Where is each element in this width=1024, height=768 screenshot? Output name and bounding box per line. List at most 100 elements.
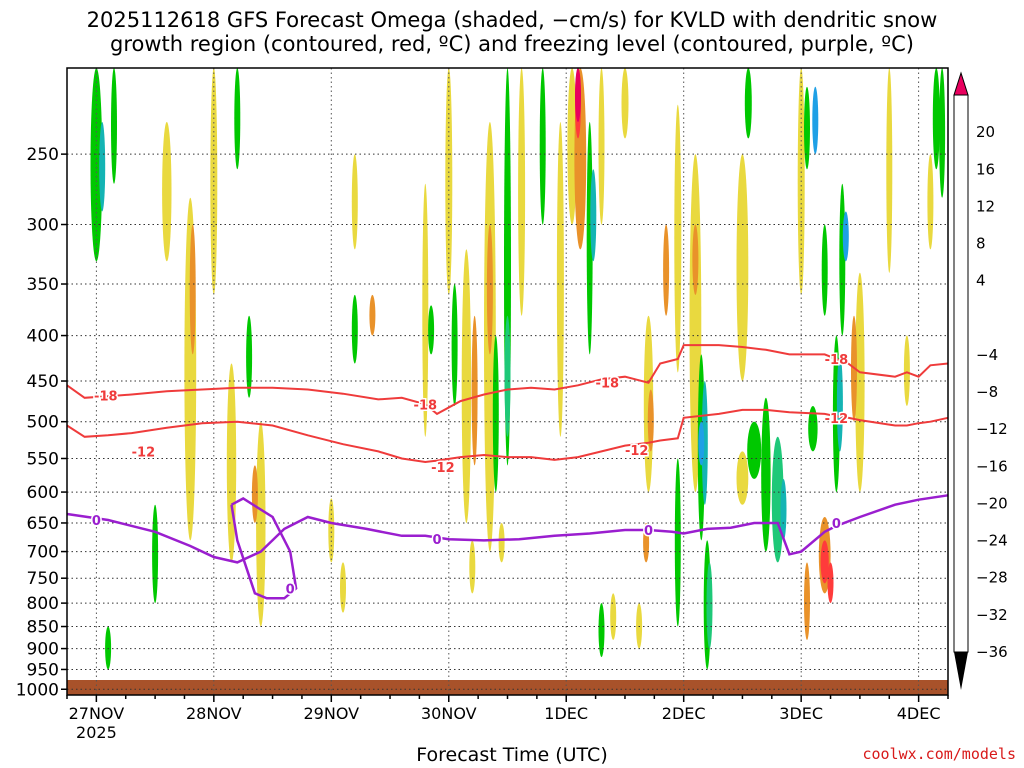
colorbar-label: 12: [976, 197, 995, 215]
omega-shade-cell: [518, 67, 526, 316]
omega-shade-cell: [469, 540, 476, 594]
y-tick-label: 400: [27, 327, 59, 347]
omega-shade-cell: [744, 68, 752, 139]
omega-shade-cell: [610, 593, 617, 640]
colorbar-label: −28: [976, 569, 1008, 587]
omega-shade-cell: [152, 504, 159, 604]
dgz-contour-label: -18: [825, 353, 849, 368]
omega-shade-cell: [780, 479, 787, 541]
omega-shade-cell: [636, 603, 643, 649]
omega-shade-cell: [567, 68, 577, 225]
colorbar-label: −8: [976, 383, 998, 401]
omega-shade-cell: [674, 458, 681, 627]
omega-shade-cell: [251, 465, 258, 523]
omega-shade-cell: [428, 305, 435, 355]
omega-shade-cell: [804, 562, 810, 640]
dgz-contour-label: -18: [596, 377, 620, 392]
omega-shade-cell: [692, 224, 699, 295]
omega-shade-cell: [189, 224, 196, 355]
x-tick-label: 28NOV: [186, 704, 242, 723]
dgz-contour-label: -12: [625, 444, 649, 459]
omega-shade-cell: [504, 315, 511, 437]
colorbar-bottom-arrow: [954, 652, 968, 690]
omega-shade-cell: [698, 421, 705, 466]
colorbar-label: −4: [976, 346, 998, 364]
colorbar-frame: [953, 94, 969, 653]
y-tick-label: 850: [27, 618, 59, 638]
omega-shading-layer: [67, 67, 948, 695]
omega-shade-cell: [556, 122, 564, 437]
freezing-level-label: 0: [644, 524, 653, 539]
x-year-label: 2025: [76, 723, 117, 742]
omega-shade-cell: [804, 86, 810, 170]
omega-shade-cell: [598, 68, 605, 225]
x-tick-label: 30NOV: [421, 704, 477, 723]
omega-shade-cell: [351, 294, 358, 364]
freezing-level-label: 0: [832, 517, 841, 532]
omega-shade-cell: [340, 562, 346, 613]
ground-surface: [67, 680, 948, 695]
omega-shade-cell: [821, 224, 828, 316]
omega-shade-cell: [486, 224, 493, 355]
x-axis-label: Forecast Time (UTC): [416, 744, 608, 766]
chart-title-line-1: 2025112618 GFS Forecast Omega (shaded, −…: [86, 8, 938, 32]
omega-shade-cell: [422, 183, 429, 437]
omega-shade-cell: [90, 68, 103, 262]
omega-shade-cell: [256, 421, 266, 627]
omega-shade-cell: [498, 523, 505, 563]
omega-shade-cell: [621, 68, 629, 139]
omega-shade-cell: [328, 498, 335, 563]
y-tick-label: 750: [27, 569, 59, 589]
colorbar-label: −16: [976, 457, 1008, 475]
omega-shade-cell: [927, 154, 934, 250]
colorbar-label: 16: [976, 160, 995, 178]
omega-shade-cell: [855, 272, 865, 492]
omega-shade-cell: [812, 86, 819, 155]
freezing-level-label: 0: [432, 533, 441, 548]
omega-shade-cell: [903, 335, 910, 406]
source-credit: coolwx.com/models: [862, 745, 1016, 763]
chart-title-line-2: growth region (contoured, red, ºC) and f…: [110, 32, 914, 56]
x-tick-label: 29NOV: [304, 704, 360, 723]
y-tick-label: 800: [27, 594, 59, 614]
omega-shade-cell: [939, 67, 946, 198]
y-tick-label: 450: [27, 372, 59, 392]
omega-shade-cell: [492, 335, 499, 493]
colorbar-label: −12: [976, 420, 1008, 438]
omega-shade-cell: [886, 67, 893, 273]
omega-shade-cell: [736, 154, 749, 381]
omega-shade-cell: [111, 68, 117, 184]
omega-shade-cell: [234, 68, 241, 170]
omega-shade-cell: [808, 406, 818, 452]
contour-layer: -18 -18 -18 -18 -12 -12 -12 -12 0 0 0 0 0: [66, 344, 949, 600]
colorbar-label: −32: [976, 606, 1008, 624]
y-tick-label: 350: [27, 275, 59, 295]
omega-shade-cell: [820, 540, 829, 584]
y-tick-label: 950: [27, 661, 59, 681]
omega-shade-cell: [932, 68, 940, 170]
omega-shade-cell: [99, 122, 106, 212]
omega-shade-cell: [598, 603, 605, 658]
y-tick-label: 250: [27, 145, 59, 165]
y-tick-label: 700: [27, 543, 59, 563]
omega-shade-cell: [842, 211, 849, 262]
omega-shade-cell: [369, 294, 376, 336]
dgz-contour-label: -12: [132, 445, 156, 460]
colorbar-label: −24: [976, 532, 1008, 550]
omega-shade-cell: [351, 154, 358, 250]
omega-shade-cell: [539, 68, 546, 225]
y-tick-label: 500: [27, 413, 59, 433]
colorbar-label: −36: [976, 643, 1008, 661]
omega-shade-cell: [674, 104, 682, 373]
dgz-contour--18: [66, 344, 949, 416]
y-tick-label: 900: [27, 640, 59, 660]
x-tick-label: 2DEC: [662, 704, 706, 723]
omega-shade-cell: [105, 626, 112, 670]
omega-shade-cell: [747, 421, 762, 479]
omega-shade-cell: [246, 315, 253, 398]
colorbar-label: 20: [976, 123, 995, 141]
omega-shade-cell: [736, 451, 749, 505]
omega-shade-cell: [590, 169, 597, 262]
omega-shade-cell: [471, 315, 478, 466]
x-tick-label: 27NOV: [69, 704, 125, 723]
